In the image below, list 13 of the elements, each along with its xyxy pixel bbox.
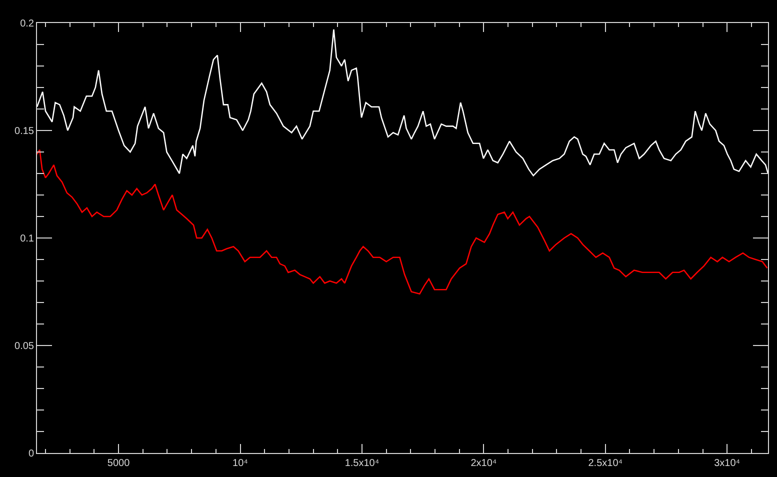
y-tick-label: 0.2	[20, 18, 34, 30]
x-tick-label: 5000	[107, 458, 130, 469]
y-tick-label: 0.1	[20, 234, 34, 244]
line-series	[37, 28, 768, 176]
x-tick-label: 2x10⁴	[470, 458, 497, 469]
x-tick-label: 1.5x10⁴	[344, 458, 380, 469]
line-series	[37, 149, 768, 295]
x-tick-label: 10⁴	[232, 458, 248, 469]
x-tick-label: 2.5x10⁴	[588, 458, 623, 469]
y-tick-label: 0.05	[14, 341, 34, 352]
y-tick-label: 0	[28, 448, 34, 460]
x-tick-label: 3x10⁴	[714, 458, 740, 469]
y-tick-label: 0.15	[14, 126, 34, 137]
